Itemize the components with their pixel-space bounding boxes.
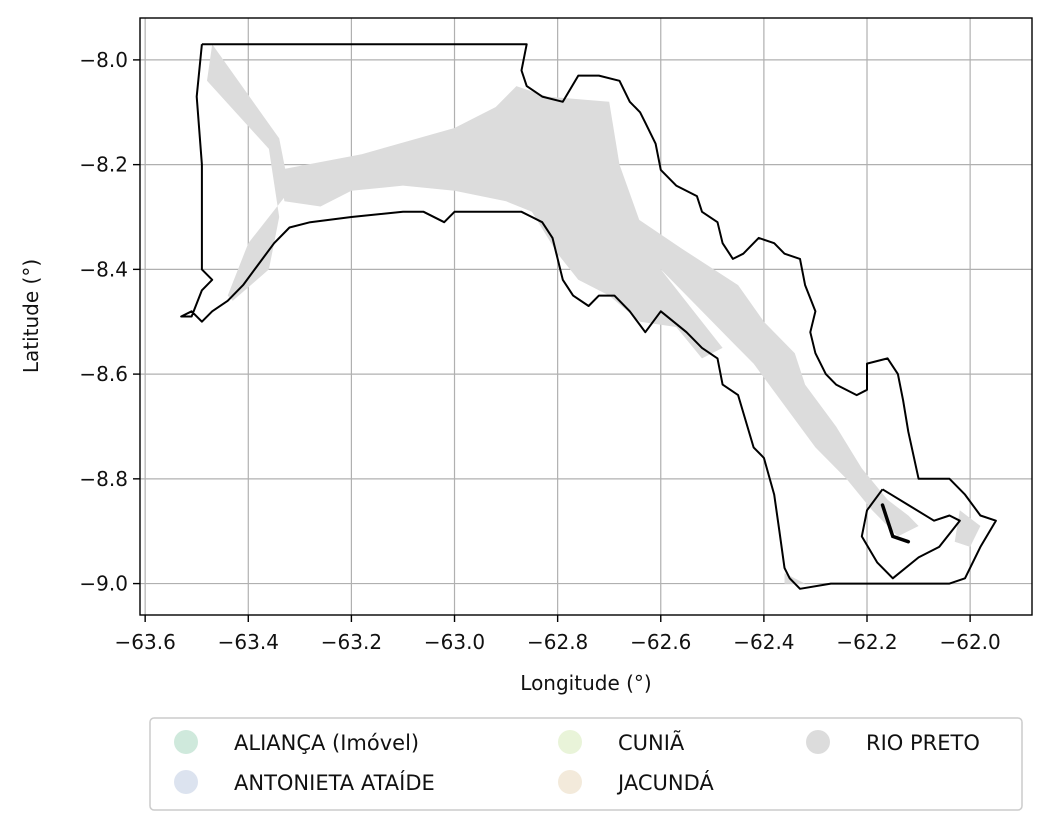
shaded-area: [619, 206, 919, 537]
boundary-layer: [180, 43, 997, 590]
legend-frame: [149, 717, 1023, 811]
x-tick-label: −63.2: [321, 630, 382, 654]
shaded-areas-layer: [207, 44, 981, 584]
x-tick-label: −63.4: [218, 630, 279, 654]
y-tick-label: −9.0: [79, 572, 128, 596]
shaded-area: [207, 44, 290, 301]
x-tick-label: −62.6: [630, 630, 691, 654]
legend-label: CUNIÃ: [618, 729, 685, 755]
river-segment: [880, 503, 911, 544]
legend-label: JACUNDÁ: [616, 770, 714, 795]
legend-marker: [806, 730, 830, 754]
shaded-area: [279, 86, 723, 359]
legend: ALIANÇA (Imóvel) ANTONIETA ATAÍDE CUNIÃ JAC…: [149, 717, 1023, 811]
x-tick-label: −63.0: [424, 630, 485, 654]
x-tick-label: −62.2: [836, 630, 897, 654]
legend-marker: [558, 730, 582, 754]
y-axis-label: Latitude (°): [19, 259, 43, 373]
x-tick-label: −62.8: [527, 630, 588, 654]
legend-label: RIO PRETO: [866, 731, 980, 755]
shaded-area: [784, 573, 806, 584]
legend-label: ALIANÇA (Imóvel): [234, 731, 419, 755]
x-tick-label: −62.0: [939, 630, 1000, 654]
shaded-area: [954, 510, 981, 547]
legend-marker: [174, 730, 198, 754]
plot-frame: [139, 17, 1033, 616]
x-axis-label: Longitude (°): [520, 671, 651, 695]
y-tick-label: −8.8: [79, 467, 128, 491]
legend-label: ANTONIETA ATAÍDE: [234, 770, 435, 795]
x-tick-label: −62.4: [733, 630, 794, 654]
inner-boundary: [860, 488, 961, 580]
y-tick-label: −8.0: [79, 48, 128, 72]
y-tick-label: −8.2: [79, 153, 128, 177]
y-tick-label: −8.4: [79, 257, 128, 281]
legend-marker: [558, 770, 582, 794]
y-tick-label: −8.6: [79, 362, 128, 386]
outer-boundary: [180, 43, 997, 590]
legend-items: ALIANÇA (Imóvel) ANTONIETA ATAÍDE CUNIÃ JAC…: [174, 729, 980, 795]
x-tick-label: −63.6: [115, 630, 176, 654]
legend-marker: [174, 770, 198, 794]
tick-layer: −63.6 −63.4 −63.2 −63.0 −62.8 −62.6 −62.4 −62.2…: [79, 48, 1000, 654]
